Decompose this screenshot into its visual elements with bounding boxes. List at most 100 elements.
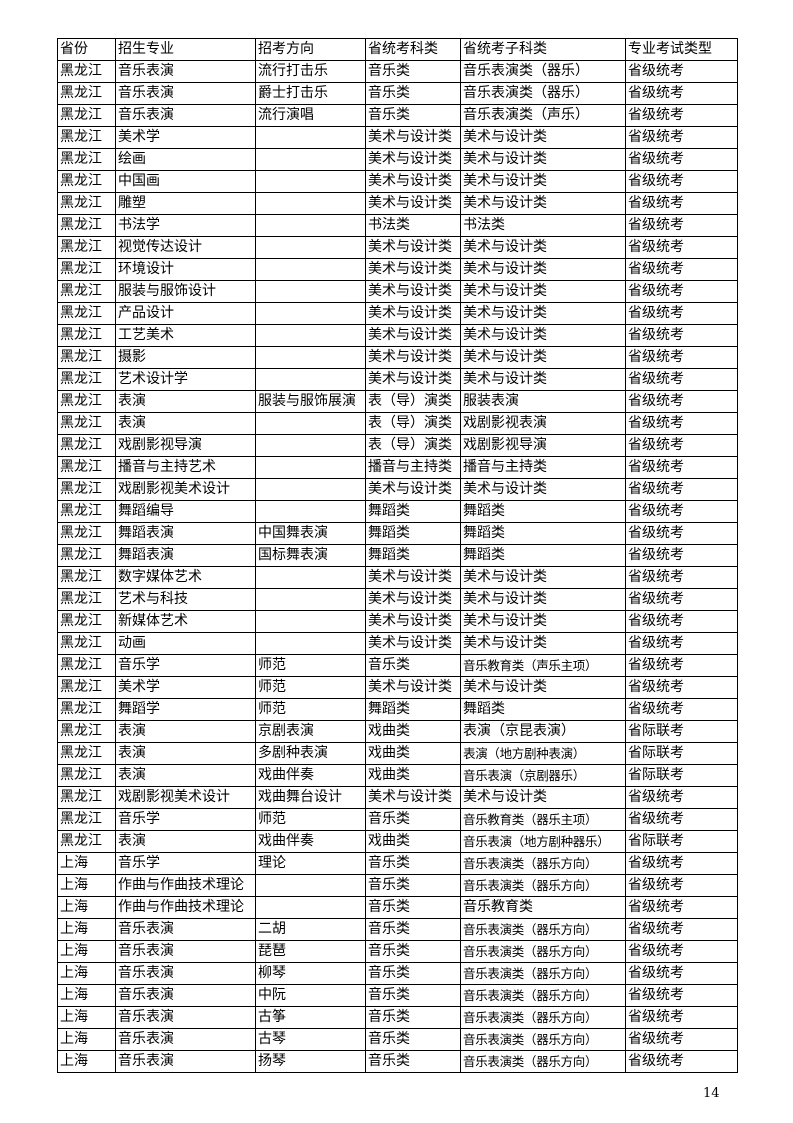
cell-major: 艺术设计学	[115, 368, 256, 391]
table-row: 黑龙江 舞蹈表演 国标舞表演 舞蹈类 舞蹈类 省级统考	[57, 544, 738, 567]
cell-exam-subcategory: 美术与设计类	[460, 258, 626, 281]
header-direction: 招考方向	[255, 38, 366, 61]
cell-major: 舞蹈表演	[115, 544, 256, 567]
cell-exam-type: 省级统考	[625, 148, 738, 171]
cell-exam-category: 音乐类	[365, 1050, 461, 1073]
table-row: 上海 音乐表演 琵琶 音乐类 音乐表演类（器乐方向） 省级统考	[57, 940, 738, 963]
cell-exam-type: 省级统考	[625, 698, 738, 721]
cell-exam-type: 省级统考	[625, 896, 738, 919]
cell-exam-category: 舞蹈类	[365, 500, 461, 523]
cell-major: 音乐学	[115, 852, 256, 875]
cell-exam-category: 美术与设计类	[365, 588, 461, 611]
cell-exam-category: 美术与设计类	[365, 258, 461, 281]
cell-province: 黑龙江	[57, 302, 116, 325]
cell-exam-subcategory: 音乐表演（地方剧种器乐）	[460, 830, 626, 853]
cell-major: 音乐表演	[115, 104, 256, 127]
cell-exam-type: 省级统考	[625, 654, 738, 677]
cell-exam-subcategory: 美术与设计类	[460, 148, 626, 171]
cell-province: 黑龙江	[57, 632, 116, 655]
cell-exam-category: 美术与设计类	[365, 478, 461, 501]
cell-province: 黑龙江	[57, 544, 116, 567]
table-row: 上海 音乐学 理论 音乐类 音乐表演类（器乐方向） 省级统考	[57, 852, 738, 875]
cell-province: 黑龙江	[57, 456, 116, 479]
cell-province: 黑龙江	[57, 192, 116, 215]
table-row: 黑龙江 美术学 师范 美术与设计类 美术与设计类 省级统考	[57, 676, 738, 699]
table-row: 黑龙江 音乐学 师范 音乐类 音乐教育类（器乐主项） 省级统考	[57, 808, 738, 831]
cell-province: 黑龙江	[57, 280, 116, 303]
table-row: 黑龙江 产品设计 美术与设计类 美术与设计类 省级统考	[57, 302, 738, 325]
table-row: 上海 音乐表演 古琴 音乐类 音乐表演类（器乐方向） 省级统考	[57, 1028, 738, 1051]
table-row: 黑龙江 表演 表（导）演类 戏剧影视表演 省级统考	[57, 412, 738, 435]
cell-exam-category: 音乐类	[365, 808, 461, 831]
cell-province: 黑龙江	[57, 214, 116, 237]
cell-exam-category: 戏曲类	[365, 720, 461, 743]
cell-exam-category: 美术与设计类	[365, 280, 461, 303]
cell-direction	[255, 874, 366, 897]
cell-exam-type: 省级统考	[625, 412, 738, 435]
cell-exam-category: 音乐类	[365, 654, 461, 677]
cell-major: 音乐表演	[115, 940, 256, 963]
cell-direction: 中阮	[255, 984, 366, 1007]
cell-exam-category: 美术与设计类	[365, 610, 461, 633]
cell-exam-subcategory: 美术与设计类	[460, 632, 626, 655]
cell-exam-subcategory: 美术与设计类	[460, 126, 626, 149]
cell-exam-type: 省级统考	[625, 1050, 738, 1073]
cell-direction	[255, 456, 366, 479]
cell-direction: 古筝	[255, 1006, 366, 1029]
cell-major: 新媒体艺术	[115, 610, 256, 633]
cell-province: 上海	[57, 918, 116, 941]
cell-major: 音乐学	[115, 808, 256, 831]
cell-exam-subcategory: 美术与设计类	[460, 236, 626, 259]
cell-major: 作曲与作曲技术理论	[115, 874, 256, 897]
cell-major: 绘画	[115, 148, 256, 171]
cell-direction: 戏曲伴奏	[255, 830, 366, 853]
cell-exam-subcategory: 美术与设计类	[460, 368, 626, 391]
cell-exam-type: 省级统考	[625, 368, 738, 391]
cell-direction: 理论	[255, 852, 366, 875]
cell-direction	[255, 896, 366, 919]
cell-exam-subcategory: 音乐表演类（器乐）	[460, 82, 626, 105]
cell-exam-category: 美术与设计类	[365, 170, 461, 193]
cell-province: 黑龙江	[57, 82, 116, 105]
cell-major: 表演	[115, 390, 256, 413]
table-row: 上海 音乐表演 柳琴 音乐类 音乐表演类（器乐方向） 省级统考	[57, 962, 738, 985]
cell-direction	[255, 566, 366, 589]
table-row: 黑龙江 音乐学 师范 音乐类 音乐教育类（声乐主项） 省级统考	[57, 654, 738, 677]
cell-exam-category: 音乐类	[365, 852, 461, 875]
cell-major: 音乐表演	[115, 60, 256, 83]
table-row: 黑龙江 服装与服饰设计 美术与设计类 美术与设计类 省级统考	[57, 280, 738, 303]
cell-exam-category: 音乐类	[365, 984, 461, 1007]
cell-province: 黑龙江	[57, 698, 116, 721]
cell-province: 黑龙江	[57, 368, 116, 391]
cell-exam-category: 播音与主持类	[365, 456, 461, 479]
cell-direction	[255, 588, 366, 611]
cell-direction: 服装与服饰展演	[255, 390, 366, 413]
table-row: 上海 作曲与作曲技术理论 音乐类 音乐表演类（器乐方向） 省级统考	[57, 874, 738, 897]
cell-major: 舞蹈编导	[115, 500, 256, 523]
cell-province: 黑龙江	[57, 764, 116, 787]
cell-direction: 扬琴	[255, 1050, 366, 1073]
cell-exam-subcategory: 音乐表演类（器乐方向）	[460, 1050, 626, 1073]
cell-major: 表演	[115, 830, 256, 853]
cell-exam-subcategory: 美术与设计类	[460, 192, 626, 215]
header-exam-category: 省统考科类	[365, 38, 461, 61]
cell-exam-subcategory: 美术与设计类	[460, 346, 626, 369]
cell-exam-subcategory: 舞蹈类	[460, 500, 626, 523]
cell-province: 黑龙江	[57, 676, 116, 699]
cell-exam-category: 音乐类	[365, 962, 461, 985]
cell-province: 上海	[57, 1028, 116, 1051]
cell-province: 黑龙江	[57, 522, 116, 545]
cell-direction: 琵琶	[255, 940, 366, 963]
cell-exam-type: 省级统考	[625, 1028, 738, 1051]
table-row: 黑龙江 工艺美术 美术与设计类 美术与设计类 省级统考	[57, 324, 738, 347]
cell-exam-category: 美术与设计类	[365, 368, 461, 391]
cell-major: 音乐表演	[115, 918, 256, 941]
cell-exam-type: 省级统考	[625, 390, 738, 413]
table-row: 黑龙江 表演 京剧表演 戏曲类 表演（京昆表演） 省际联考	[57, 720, 738, 743]
cell-major: 音乐表演	[115, 962, 256, 985]
cell-major: 中国画	[115, 170, 256, 193]
table-row: 黑龙江 视觉传达设计 美术与设计类 美术与设计类 省级统考	[57, 236, 738, 259]
cell-major: 环境设计	[115, 258, 256, 281]
cell-exam-category: 音乐类	[365, 82, 461, 105]
cell-exam-category: 音乐类	[365, 60, 461, 83]
